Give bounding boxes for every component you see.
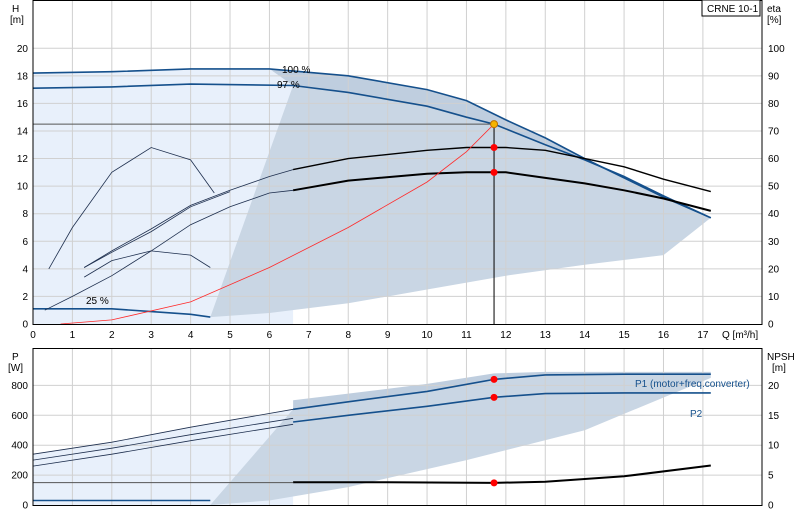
top-y2-axis-unit: [%] (767, 15, 782, 26)
bottom-curve-2 (32, 408, 294, 455)
x-tick-label: 7 (306, 330, 312, 341)
bottom-curve-4 (32, 423, 294, 467)
x-tick-label: 0 (30, 330, 36, 341)
top-curve-1 (32, 83, 712, 219)
bottom-region-mid (210, 374, 711, 505)
top-y-tick-label: 4 (22, 264, 28, 275)
top-y-tick-label: 14 (17, 126, 29, 137)
top-y2-tick-label: 0 (768, 320, 774, 331)
x-tick-label: 8 (345, 330, 351, 341)
bottom-y-tick-label: 200 (11, 471, 28, 482)
top-region-band (269, 68, 711, 218)
bottom-y2-tick-label: 20 (768, 381, 780, 392)
top-duty-point-2 (490, 168, 498, 176)
x-tick-label: 12 (500, 330, 512, 341)
x-tick-label: 5 (227, 330, 233, 341)
bottom-y2-axis-unit: [m] (772, 363, 786, 374)
bottom-duty-point-2 (490, 479, 498, 487)
x-tick-label: 11 (461, 330, 472, 341)
x-tick-label: 9 (385, 330, 391, 341)
top-y-tick-label: 8 (22, 209, 28, 220)
top-y2-tick-label: 50 (768, 182, 780, 193)
bottom-y-tick-label: 600 (11, 411, 28, 422)
top-curve-0 (32, 68, 712, 219)
top-y-tick-label: 20 (17, 44, 29, 55)
top-curve-10 (60, 123, 495, 325)
bottom-y-tick-label: 400 (11, 441, 28, 452)
annotation-97-percent: 97 % (277, 80, 300, 91)
top-y-tick-label: 12 (17, 154, 29, 165)
bottom-y-tick-label: 800 (11, 381, 28, 392)
top-curve-9 (292, 171, 712, 212)
bottom-y2-tick-label: 5 (768, 471, 774, 482)
x-tick-label: 17 (697, 330, 709, 341)
bottom-y2-tick-label: 0 (768, 501, 774, 512)
top-y-tick-label: 6 (22, 237, 28, 248)
annotation-100-percent: 100 % (282, 65, 310, 76)
x-tick-label: 4 (188, 330, 194, 341)
top-duty-point-0 (490, 120, 499, 129)
legend-p1-label: P1 (motor+freq.converter) (635, 379, 750, 390)
x-tick-label: 10 (421, 330, 433, 341)
x-tick-label: 2 (109, 330, 115, 341)
x-tick-label: 14 (579, 330, 591, 341)
top-y2-tick-label: 90 (768, 71, 780, 82)
top-plot-frame (32, 0, 763, 325)
top-y2-tick-label: 70 (768, 126, 780, 137)
top-curve-7 (83, 169, 294, 268)
bottom-y2-tick-label: 15 (768, 411, 780, 422)
product-label-box: CRNE 10-1 (701, 0, 761, 17)
x-tick-label: 1 (70, 330, 76, 341)
top-y-tick-label: 10 (17, 182, 29, 193)
bottom-y-axis-label: P (12, 352, 19, 363)
product-label: CRNE 10-1 (707, 4, 759, 15)
top-y-tick-label: 18 (17, 71, 29, 82)
top-y-tick-label: 2 (22, 292, 28, 303)
top-y2-tick-label: 30 (768, 237, 780, 248)
x-tick-label: 13 (540, 330, 552, 341)
top-duty-point-1 (490, 144, 498, 152)
top-curve-8 (292, 146, 711, 193)
top-y-tick-label: 16 (17, 99, 29, 110)
top-y-axis-unit: [m] (10, 15, 24, 26)
top-curve-3 (48, 147, 215, 270)
top-region-mid (210, 85, 711, 318)
bottom-region-band (293, 371, 711, 410)
top-y-tick-label: 0 (22, 320, 28, 331)
bottom-duty-point-0 (490, 375, 498, 383)
bottom-duty-point-1 (490, 393, 498, 401)
top-y2-tick-label: 20 (768, 264, 780, 275)
x-tick-label: 3 (148, 330, 154, 341)
x-axis-label: Q [m³/h] (722, 330, 758, 341)
top-y2-tick-label: 10 (768, 292, 780, 303)
top-curve-2 (33, 308, 211, 318)
bottom-curve-6 (293, 464, 711, 484)
top-y2-axis-label: eta (767, 4, 781, 15)
top-curve-4 (84, 191, 231, 268)
top-y2-tick-label: 80 (768, 99, 780, 110)
x-tick-label: 6 (267, 330, 273, 341)
bottom-region-light (33, 409, 294, 505)
bottom-y2-tick-label: 10 (768, 441, 780, 452)
annotation-25-percent: 25 % (86, 296, 109, 307)
bottom-plot-frame (32, 348, 763, 506)
x-tick-label: 16 (658, 330, 670, 341)
top-y2-tick-label: 100 (768, 44, 785, 55)
x-tick-label: 15 (619, 330, 631, 341)
bottom-y2-axis-label: NPSH (767, 352, 795, 363)
legend-p2-label: P2 (690, 409, 703, 420)
top-y2-tick-label: 60 (768, 154, 780, 165)
top-y-axis-label: H (12, 4, 19, 15)
bottom-y-axis-unit: [W] (8, 363, 23, 374)
bottom-curve-3 (32, 417, 294, 461)
bottom-y-tick-label: 0 (22, 501, 28, 512)
top-y2-tick-label: 40 (768, 209, 780, 220)
top-curve-6 (44, 189, 294, 311)
